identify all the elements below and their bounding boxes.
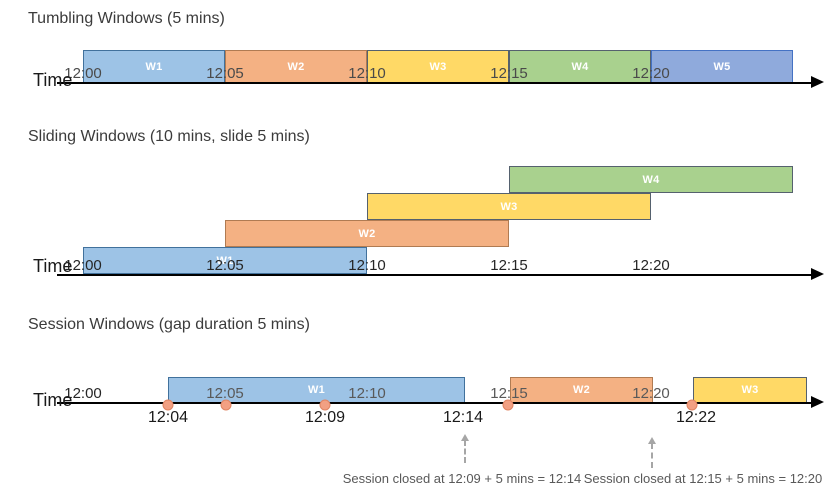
- window-label: W3: [500, 200, 518, 213]
- tick-tumbling-1215: 12:15: [490, 65, 528, 82]
- window-label: W4: [571, 60, 589, 73]
- window-label: W1: [307, 384, 326, 396]
- section-title-tumbling: Tumbling Windows (5 mins): [28, 10, 225, 27]
- timeline-arrowhead-icon-tumbling: [811, 76, 824, 88]
- tick-session-1215: 12:15: [490, 385, 528, 402]
- tick-sliding-1210: 12:10: [348, 257, 386, 274]
- dashed-callout-arrowhead-icon: [648, 437, 656, 444]
- event-dot: [502, 399, 514, 411]
- window-sliding-w3: W3: [367, 193, 651, 220]
- window-label: W2: [572, 384, 591, 396]
- dashed-callout-arrowhead-icon: [461, 434, 469, 441]
- window-label: W3: [429, 60, 447, 73]
- timeline-axis-sliding: [57, 274, 811, 276]
- window-tumbling-w2: W2: [225, 50, 367, 83]
- session-close-annotation: Session closed at 12:09 + 5 mins = 12:14: [342, 471, 582, 486]
- timeline-axis-session: [57, 402, 811, 404]
- event-time-label-1204: 12:04: [147, 409, 189, 426]
- tick-session-1220: 12:20: [632, 385, 670, 402]
- timeline-arrowhead-icon-sliding: [811, 268, 824, 280]
- event-dot: [686, 399, 698, 411]
- window-session-w2: W2: [510, 377, 653, 403]
- window-tumbling-w5: W5: [651, 50, 793, 83]
- event-time-label-1209: 12:09: [304, 409, 346, 426]
- timeline-axis-tumbling: [57, 82, 811, 84]
- axis-label-tumbling: Time: [33, 70, 73, 90]
- timeline-arrowhead-icon-session: [811, 396, 824, 408]
- event-dot: [220, 399, 232, 411]
- window-tumbling-w4: W4: [509, 50, 651, 83]
- tick-sliding-1215: 12:15: [490, 257, 528, 274]
- tick-tumbling-1200: 12:00: [64, 65, 102, 82]
- section-title-session: Session Windows (gap duration 5 mins): [28, 316, 310, 333]
- tick-sliding-1220: 12:20: [632, 257, 670, 274]
- window-sliding-w2: W2: [225, 220, 509, 247]
- tick-session-1205: 12:05: [206, 385, 244, 402]
- tick-tumbling-1220: 12:20: [632, 65, 670, 82]
- tick-session-1210: 12:10: [348, 385, 386, 402]
- window-label: W1: [145, 60, 163, 73]
- window-label: W4: [642, 173, 660, 186]
- window-session-w3: W3: [693, 377, 807, 403]
- event-dot: [162, 399, 174, 411]
- window-sliding-w4: W4: [509, 166, 793, 193]
- event-dot: [319, 399, 331, 411]
- tick-sliding-1200: 12:00: [64, 257, 102, 274]
- dashed-callout-line: [464, 440, 466, 463]
- event-time-label-1214: 12:14: [442, 409, 484, 426]
- tick-tumbling-1210: 12:10: [348, 65, 386, 82]
- event-time-label-1222: 12:22: [675, 409, 717, 426]
- axis-label-sliding: Time: [33, 256, 73, 276]
- session-close-annotation: Session closed at 12:15 + 5 mins = 12:20: [583, 471, 823, 486]
- dashed-callout-line: [651, 443, 653, 468]
- window-tumbling-w1: W1: [83, 50, 225, 83]
- window-label: W5: [713, 60, 731, 73]
- tick-session-1200: 12:00: [64, 385, 102, 402]
- window-tumbling-w3: W3: [367, 50, 509, 83]
- tick-tumbling-1205: 12:05: [206, 65, 244, 82]
- window-label: W2: [287, 60, 305, 73]
- tick-sliding-1205: 12:05: [206, 257, 244, 274]
- section-title-sliding: Sliding Windows (10 mins, slide 5 mins): [28, 128, 310, 145]
- window-label: W2: [358, 227, 376, 240]
- window-sliding-w1: W1: [83, 247, 367, 274]
- axis-label-session: Time: [33, 390, 73, 410]
- window-label: W3: [741, 384, 759, 396]
- window-label: W1: [216, 254, 234, 267]
